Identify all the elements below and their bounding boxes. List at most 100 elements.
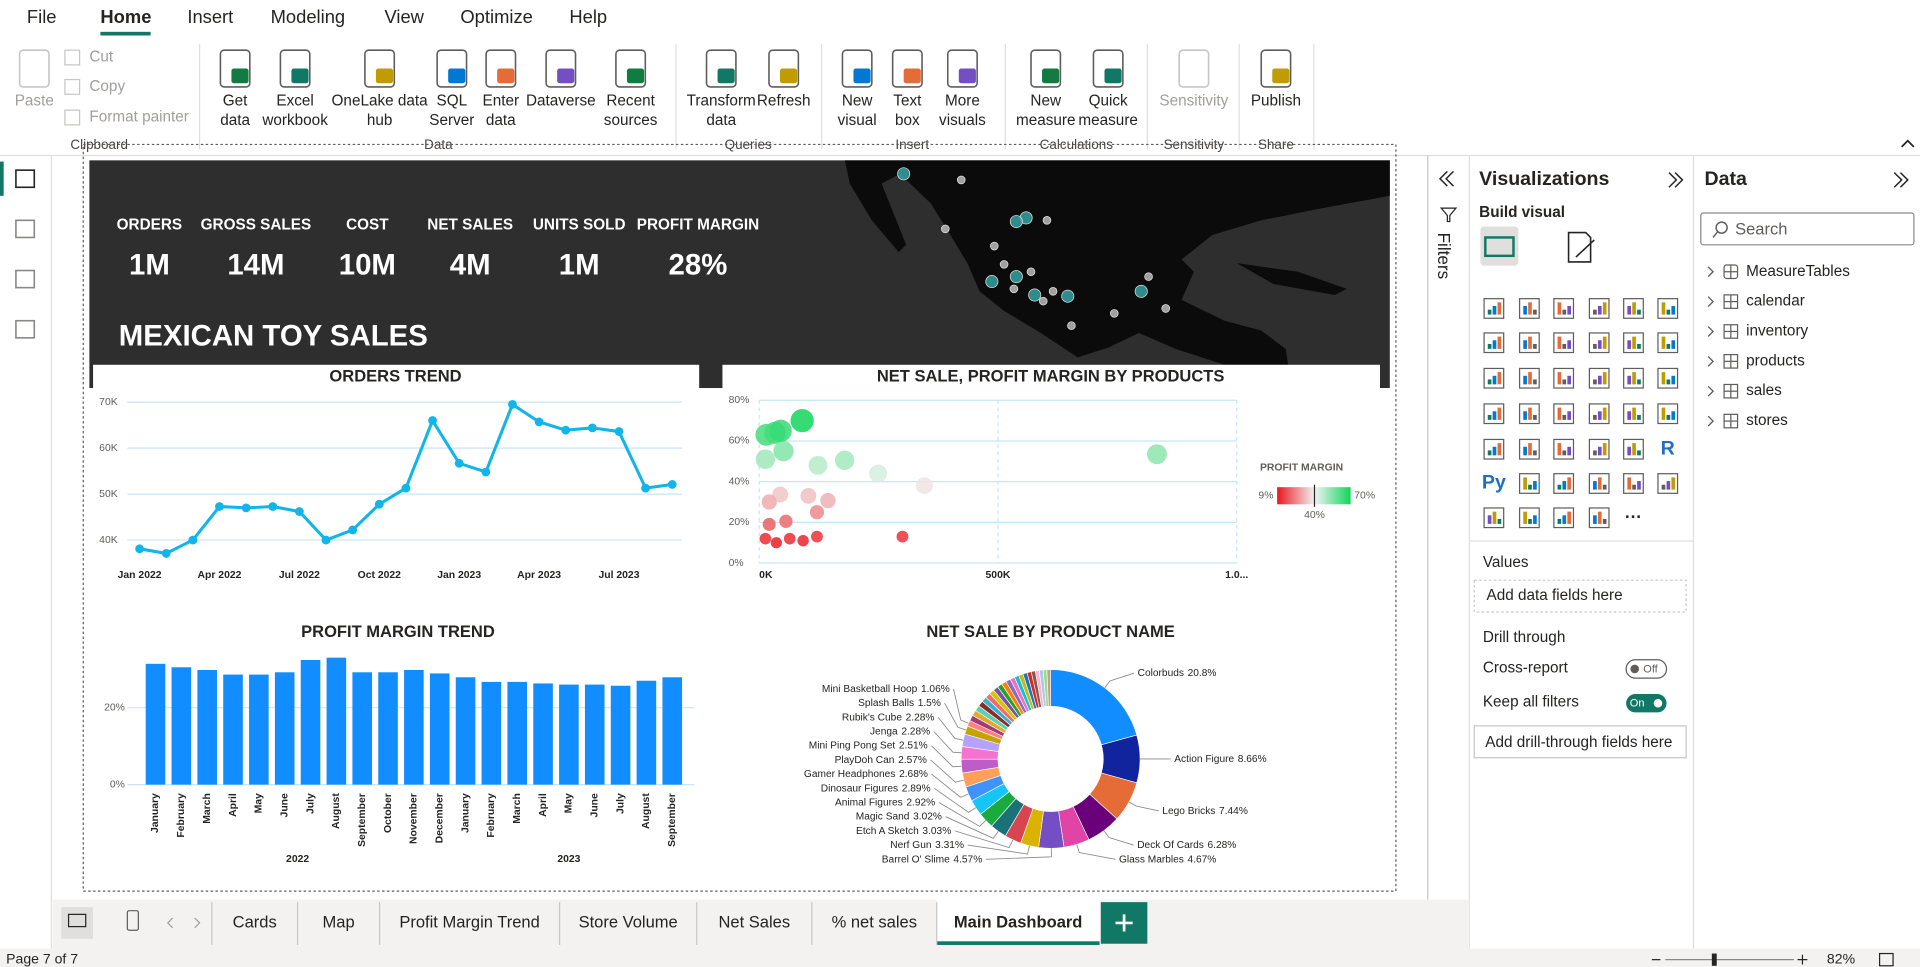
filters-title[interactable]: Filters <box>1434 233 1454 280</box>
ribbon-button-label[interactable]: Dataverse <box>526 93 596 110</box>
ribbon-button-label[interactable]: measure <box>1078 112 1138 129</box>
page-tab[interactable]: Cards <box>233 912 277 931</box>
ribbon-small-button-label[interactable]: Copy <box>89 78 125 95</box>
ribbon-button-label[interactable]: Quick <box>1089 93 1128 110</box>
ribbon-button-label[interactable]: Transform <box>687 93 756 110</box>
bar <box>197 669 217 785</box>
ribbon-button-label[interactable]: measure <box>1016 112 1076 129</box>
ribbon-button-label[interactable]: Excel <box>276 93 313 110</box>
menu-item[interactable]: Help <box>569 6 607 27</box>
toggle-state: Off <box>1643 663 1658 675</box>
menu-item[interactable]: Home <box>100 6 151 27</box>
table-name[interactable]: products <box>1746 352 1805 369</box>
zoom-in[interactable] <box>1797 954 1808 965</box>
donut-label-name: Jenga <box>870 726 898 737</box>
tree-chevron[interactable] <box>1707 326 1715 337</box>
field-well[interactable] <box>1473 579 1687 613</box>
ribbon-button-label[interactable]: SQL <box>437 93 468 110</box>
x-group-label: 2022 <box>286 854 309 865</box>
table-name[interactable]: inventory <box>1746 323 1808 340</box>
left-nav-icon[interactable] <box>15 219 36 239</box>
table-name[interactable]: sales <box>1746 382 1782 399</box>
page-tab[interactable]: Store Volume <box>579 912 678 931</box>
ribbon-button-label[interactable]: workbook <box>261 112 328 129</box>
ribbon-button-label[interactable]: Get <box>223 93 248 110</box>
viz-icon-glyph <box>1492 411 1497 420</box>
ribbon-collapse[interactable] <box>1901 139 1915 148</box>
ribbon-button-label[interactable]: Refresh <box>757 93 811 110</box>
visual-bg <box>93 364 700 598</box>
ribbon-button-label[interactable]: More <box>945 93 980 110</box>
tree-chevron[interactable] <box>1707 266 1715 278</box>
ribbon-button-label[interactable]: box <box>895 112 920 129</box>
page-tab[interactable]: Profit Margin Trend <box>399 912 539 931</box>
ribbon-small-button-label[interactable]: Cut <box>89 49 114 66</box>
viz-icon-label[interactable]: R <box>1661 437 1675 459</box>
ribbon-button-label[interactable]: sources <box>604 112 658 129</box>
menu-item[interactable]: Modeling <box>271 6 346 27</box>
ribbon-button-label[interactable]: Server <box>429 112 474 129</box>
page-tab[interactable]: Main Dashboard <box>954 912 1083 931</box>
tree-chevron[interactable] <box>1707 355 1715 367</box>
map-point <box>1134 284 1148 298</box>
tree-chevron[interactable] <box>1707 415 1715 427</box>
toggle-off[interactable] <box>1625 659 1668 679</box>
kpi-value: 14M <box>227 249 284 282</box>
ribbon-small-button-label[interactable]: Format painter <box>89 109 188 126</box>
ribbon-button-label[interactable]: visual <box>838 112 877 129</box>
x-tick-label: March <box>202 793 213 824</box>
ribbon-icon[interactable] <box>1178 49 1210 88</box>
left-nav-icon[interactable] <box>15 319 36 339</box>
ribbon-button-label[interactable]: hub <box>367 112 393 129</box>
ribbon-button-label[interactable]: Sensitivity <box>1159 93 1228 110</box>
fit-page-icon[interactable] <box>1878 952 1894 967</box>
search-box[interactable] <box>1700 212 1915 246</box>
page-tab[interactable]: Map <box>322 912 354 931</box>
ribbon-group-label: Queries <box>725 137 772 152</box>
view-toggle[interactable] <box>61 907 94 939</box>
donut-leader <box>1104 672 1135 689</box>
pane-collapse[interactable] <box>1668 172 1684 188</box>
bar <box>274 672 295 785</box>
menu-item[interactable]: View <box>384 6 424 27</box>
left-nav-icon[interactable] <box>15 269 36 289</box>
left-nav-icon[interactable] <box>15 169 36 189</box>
ribbon-button-label[interactable]: OneLake data <box>332 93 429 110</box>
donut-leader <box>931 773 969 798</box>
zoom-thumb[interactable] <box>1711 953 1717 966</box>
page-tab[interactable]: Net Sales <box>718 912 790 931</box>
ribbon-button-label[interactable]: visuals <box>939 112 986 129</box>
ribbon-button-label[interactable]: Enter <box>483 93 520 110</box>
donut-label-value: 2.92% <box>906 797 935 808</box>
ribbon-button-label[interactable]: New <box>1030 93 1062 110</box>
ribbon-button-label[interactable]: Recent <box>606 93 655 110</box>
ribbon-button-label[interactable]: data <box>486 112 516 129</box>
x-tick-label: 0K <box>759 570 773 581</box>
field-well[interactable] <box>1473 725 1687 759</box>
ribbon-button-label[interactable]: Paste <box>15 93 54 110</box>
viz-icon-label[interactable]: Py <box>1482 472 1506 494</box>
tree-chevron[interactable] <box>1707 385 1715 397</box>
mobile-icon[interactable] <box>126 910 139 931</box>
ribbon-icon[interactable] <box>18 49 50 88</box>
table-name[interactable]: MeasureTables <box>1746 263 1850 280</box>
table-name[interactable]: calendar <box>1746 293 1805 310</box>
donut-leader <box>933 731 962 754</box>
menu-item[interactable]: Optimize <box>460 6 532 27</box>
menu-item[interactable]: Insert <box>187 6 233 27</box>
tree-chevron[interactable] <box>1707 296 1715 307</box>
table-name[interactable]: stores <box>1746 412 1788 429</box>
filters-expand[interactable] <box>1438 170 1454 187</box>
tab-scroll[interactable] <box>166 917 201 929</box>
format-visual-icon[interactable] <box>1567 231 1595 263</box>
ribbon-button-label[interactable]: New <box>842 93 874 110</box>
viz-icon-label[interactable]: ··· <box>1625 506 1642 526</box>
ribbon-button-label[interactable]: Text <box>893 93 922 110</box>
pane-collapse[interactable] <box>1893 172 1909 188</box>
ribbon-button-label[interactable]: data <box>706 112 736 129</box>
page-tab[interactable]: % net sales <box>832 912 917 931</box>
ribbon-button-label[interactable]: data <box>220 112 250 129</box>
ribbon-button-label[interactable]: Publish <box>1251 93 1301 110</box>
menu-item[interactable]: File <box>27 6 57 27</box>
toggle-on[interactable] <box>1626 694 1667 713</box>
